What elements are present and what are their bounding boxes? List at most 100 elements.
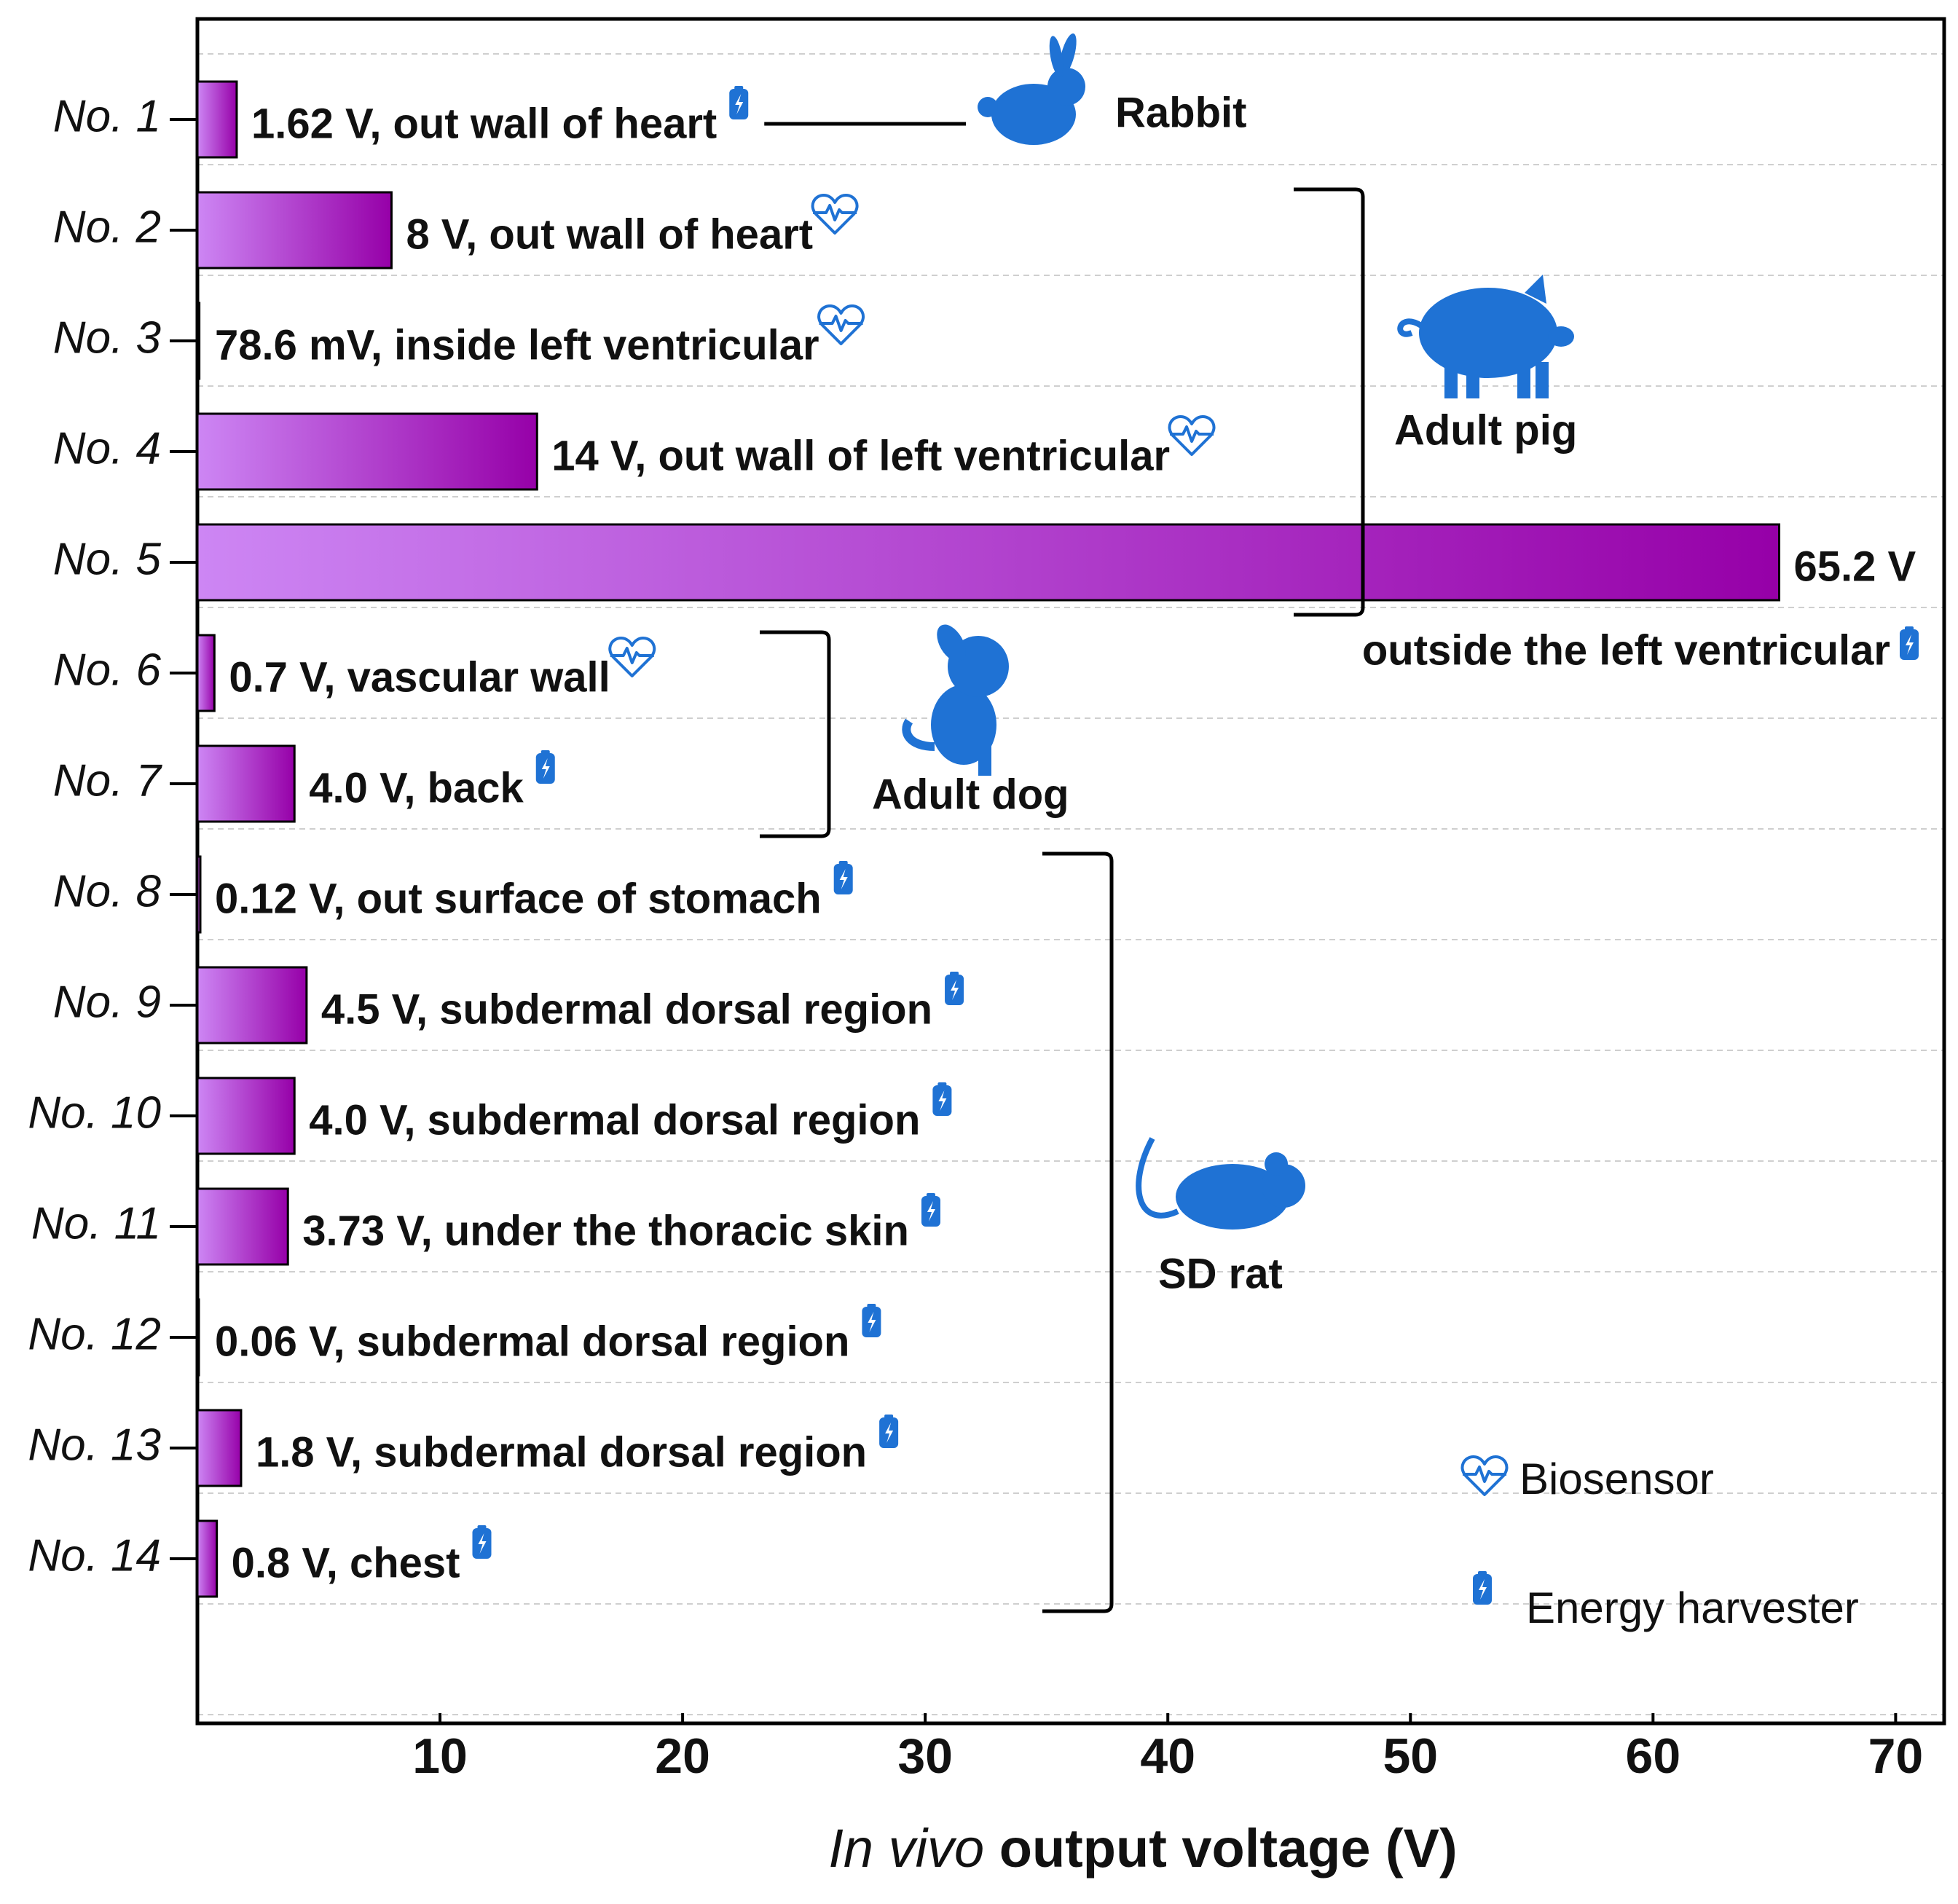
y-tick-label: No. 3 — [53, 312, 161, 363]
value-label: 4.5 V, subdermal dorsal region — [321, 986, 932, 1033]
heart-outline — [608, 637, 656, 677]
y-tick-label: No. 9 — [53, 977, 161, 1027]
heart-pulse — [1463, 1466, 1506, 1483]
x-tick-label: 40 — [1140, 1728, 1195, 1784]
legend-label: Energy harvester — [1526, 1584, 1859, 1632]
tail — [902, 718, 935, 751]
value-label: 0.7 V, vascular wall — [229, 653, 610, 701]
body — [1176, 1164, 1289, 1230]
bar — [196, 1077, 296, 1155]
y-tick-label: No. 11 — [31, 1198, 161, 1248]
bar — [196, 412, 538, 491]
bar — [196, 80, 238, 159]
battery-bolt — [868, 1312, 876, 1332]
battery-bolt — [735, 94, 744, 114]
x-tick-label: 30 — [897, 1728, 953, 1784]
energy-harvester-icon — [535, 750, 555, 784]
tail — [1136, 1137, 1179, 1219]
energy-harvester-icon — [879, 1415, 899, 1448]
bar — [196, 855, 202, 934]
energy-harvester-icon — [945, 972, 964, 1005]
y-tick-label: No. 13 — [28, 1420, 161, 1470]
battery-bolt — [927, 1201, 935, 1222]
x-tick-label: 70 — [1868, 1728, 1924, 1784]
x-tick-label: 60 — [1626, 1728, 1681, 1784]
bar — [196, 1409, 243, 1487]
energy-harvester-icon — [862, 1304, 881, 1337]
battery-bolt — [885, 1423, 894, 1443]
leg — [1536, 362, 1549, 398]
biosensor-icon — [608, 637, 656, 677]
heart-pulse — [813, 204, 857, 221]
value-label: 78.6 mV, inside left ventricular — [215, 321, 819, 369]
y-tick-label: No. 14 — [28, 1530, 161, 1581]
heart-outline — [811, 194, 859, 235]
value-label: 4.0 V, back — [309, 764, 524, 811]
value-label: 3.73 V, under the thoracic skin — [302, 1207, 909, 1254]
animal-icon — [978, 33, 1085, 145]
x-axis-title-italic: In vivo — [828, 1818, 984, 1879]
heart-pulse — [610, 647, 654, 664]
value-label: 0.06 V, subdermal dorsal region — [215, 1318, 849, 1365]
legend-label: Biosensor — [1519, 1455, 1714, 1503]
y-tick-label: No. 4 — [53, 423, 161, 473]
ear — [1265, 1152, 1288, 1176]
value-label: 0.8 V, chest — [232, 1539, 460, 1586]
annotation: outside the left ventricular — [1362, 626, 1890, 674]
x-axis-title: In vivo output voltage (V) — [828, 1818, 1457, 1879]
energy-harvester-icon — [1473, 1571, 1492, 1605]
value-label: 1.62 V, out wall of heart — [251, 100, 717, 147]
group-label: Rabbit — [1115, 89, 1246, 136]
bar — [196, 302, 201, 380]
bar — [196, 523, 1781, 602]
heart-outline — [1460, 1455, 1509, 1496]
x-axis-title-rest: output voltage (V) — [999, 1818, 1458, 1879]
x-tick-label: 50 — [1383, 1728, 1438, 1784]
ear — [1525, 275, 1546, 304]
ear — [1049, 36, 1063, 76]
heart-pulse — [1170, 425, 1214, 443]
biosensor-icon — [1460, 1455, 1509, 1496]
bar — [196, 634, 216, 712]
heart-pulse — [819, 315, 863, 332]
battery-bolt — [478, 1533, 487, 1554]
value-label: 8 V, out wall of heart — [406, 211, 813, 258]
x-tick-label: 10 — [412, 1728, 468, 1784]
y-tick-label: No. 2 — [53, 202, 161, 252]
y-tick-label: No. 12 — [28, 1309, 161, 1359]
energy-harvester-icon — [921, 1193, 940, 1227]
battery-bolt — [951, 980, 959, 1000]
tail — [978, 97, 998, 117]
value-label: 1.8 V, subdermal dorsal region — [256, 1428, 867, 1476]
leg — [1466, 362, 1479, 398]
animal-icon — [902, 624, 1009, 776]
heart-outline — [817, 304, 865, 345]
tail — [1397, 318, 1423, 337]
energy-harvester-icon — [1900, 626, 1919, 660]
bar — [196, 744, 296, 823]
leg — [1517, 362, 1530, 398]
energy-harvester-icon — [729, 86, 749, 119]
bar — [196, 966, 308, 1045]
group-label: Adult pig — [1394, 406, 1577, 454]
bar — [196, 1187, 289, 1266]
y-tick-label: No. 7 — [53, 755, 163, 806]
group-bracket — [1294, 187, 1365, 617]
x-tick-label: 20 — [655, 1728, 710, 1784]
battery-bolt — [1906, 634, 1914, 655]
biosensor-icon — [1168, 415, 1216, 456]
bar — [196, 191, 393, 270]
y-tick-label: No. 5 — [53, 534, 162, 584]
group-bracket — [760, 630, 831, 838]
energy-harvester-icon — [932, 1082, 952, 1116]
biosensor-icon — [817, 304, 865, 345]
bar — [196, 1298, 200, 1377]
snout — [1548, 326, 1574, 347]
energy-harvester-icon — [472, 1525, 492, 1559]
battery-bolt — [1479, 1579, 1487, 1600]
energy-harvester-icon — [833, 861, 853, 894]
ear — [937, 624, 966, 662]
battery-bolt — [541, 758, 550, 779]
leg — [1444, 362, 1458, 398]
